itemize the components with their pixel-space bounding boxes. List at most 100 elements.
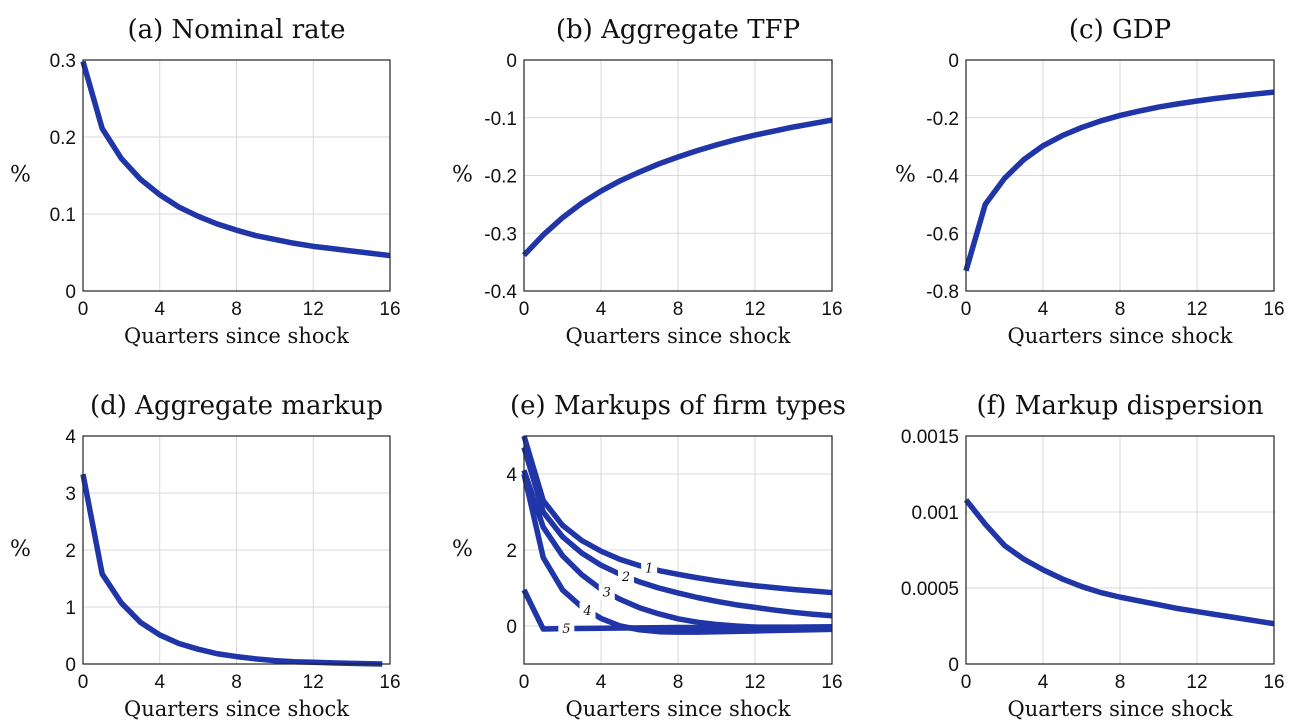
- chart-title: (c) GDP: [1069, 15, 1171, 45]
- series-label-background: [558, 620, 575, 637]
- x-tick-label: 16: [1263, 299, 1284, 320]
- x-axis-label: Quarters since shock: [566, 697, 791, 721]
- y-axis-label: %: [452, 537, 473, 562]
- series-line-5: [521, 588, 833, 632]
- series-label-background: [579, 602, 596, 619]
- x-tick-label: 4: [1038, 672, 1049, 693]
- x-tick-label: 16: [379, 299, 400, 320]
- y-tick-label: -0.1: [484, 109, 517, 130]
- x-axis-label: Quarters since shock: [1008, 324, 1233, 348]
- axes-frame: [82, 435, 391, 665]
- y-tick-label: -0.2: [484, 167, 517, 188]
- series-line: [963, 498, 1275, 627]
- y-tick-label: 0.001: [911, 503, 959, 524]
- x-tick-label: 8: [1115, 299, 1126, 320]
- x-tick-label: 12: [1186, 672, 1207, 693]
- y-tick-label: 2: [506, 541, 517, 562]
- x-tick-label: 12: [744, 299, 765, 320]
- y-axis-label: %: [895, 163, 916, 188]
- series-line-1: [521, 435, 833, 596]
- axes-frame: [523, 435, 833, 665]
- x-tick-label: 0: [519, 672, 530, 693]
- x-tick-label: 12: [1186, 299, 1207, 320]
- series-label: 5: [562, 622, 570, 637]
- series-label-background: [618, 568, 635, 585]
- y-tick-label: 0: [948, 51, 959, 72]
- x-tick-label: 16: [821, 672, 842, 693]
- panel-f: 0 4 8 12 16 0 0.0005 0.001 0.0015 (f) Markup disp…: [901, 391, 1285, 721]
- x-tick-label: 12: [303, 299, 324, 320]
- chart-title: (b) Aggregate TFP: [556, 15, 800, 45]
- axes-frame: [965, 435, 1275, 665]
- x-axis-label: Quarters since shock: [1008, 697, 1233, 721]
- y-tick-label: -0.4: [484, 282, 517, 303]
- y-axis-label: %: [452, 163, 473, 188]
- chart-title: (d) Aggregate markup: [90, 391, 383, 421]
- x-tick-label: 12: [303, 672, 324, 693]
- x-tick-label: 4: [154, 672, 165, 693]
- axes-frame: [82, 59, 391, 292]
- x-axis-label: Quarters since shock: [124, 697, 349, 721]
- x-tick-label: 0: [78, 672, 89, 693]
- y-tick-label: 1: [65, 598, 76, 619]
- series-label: 2: [621, 570, 630, 585]
- x-tick-label: 4: [596, 672, 607, 693]
- y-tick-label: 4: [65, 427, 76, 448]
- series-label: 4: [582, 604, 591, 619]
- x-axis-label: Quarters since shock: [566, 324, 791, 348]
- y-tick-label: 0: [506, 617, 517, 638]
- series-label-background: [598, 584, 615, 601]
- axes-frame: [523, 59, 833, 292]
- x-tick-label: 0: [961, 299, 972, 320]
- y-tick-label: 0.0005: [901, 579, 959, 600]
- y-tick-label: -0.2: [926, 109, 959, 130]
- x-tick-label: 8: [231, 672, 242, 693]
- series-line: [522, 117, 833, 258]
- y-tick-label: 0.0015: [901, 427, 959, 448]
- y-axis-label: %: [10, 163, 31, 188]
- x-tick-label: 8: [673, 672, 684, 693]
- y-tick-label: 2: [65, 541, 76, 562]
- x-tick-label: 16: [379, 672, 400, 693]
- y-tick-label: -0.8: [926, 282, 959, 303]
- x-tick-label: 4: [596, 299, 607, 320]
- y-tick-label: 4: [506, 465, 517, 486]
- x-tick-label: 4: [154, 299, 165, 320]
- chart-title: (f) Markup dispersion: [977, 391, 1264, 421]
- series-label: 3: [603, 586, 611, 601]
- panel-a: 0 4 8 12 16 0 0.1 0.2 0.3 (a) Nominal rate Quarter…: [10, 15, 401, 348]
- x-tick-label: 4: [1038, 299, 1049, 320]
- series-line: [963, 89, 1275, 272]
- y-tick-label: 3: [65, 484, 76, 505]
- series-label-background: [641, 560, 658, 577]
- y-tick-label: -0.6: [926, 224, 959, 245]
- panel-c: 0 4 8 12 16 -0.8 -0.6 -0.4 -0.2 0 (c) GDP Quarters …: [895, 15, 1285, 348]
- x-tick-label: 16: [1263, 672, 1284, 693]
- x-tick-label: 16: [821, 299, 842, 320]
- axes-frame: [965, 59, 1275, 292]
- y-tick-label: 0: [65, 655, 76, 676]
- y-tick-label: 0.2: [50, 128, 76, 149]
- series-line: [80, 60, 391, 259]
- series-line: [80, 473, 383, 667]
- panel-b: 0 4 8 12 16 -0.4 -0.3 -0.2 -0.1 0 (b) Aggregate TF…: [452, 15, 843, 348]
- series-line-2: [521, 446, 833, 619]
- y-tick-label: -0.3: [484, 224, 517, 245]
- series-label: 1: [645, 562, 653, 577]
- y-tick-label: 0: [65, 282, 76, 303]
- y-tick-label: 0.1: [50, 205, 76, 226]
- x-tick-label: 8: [231, 299, 242, 320]
- x-axis-label: Quarters since shock: [124, 324, 349, 348]
- x-tick-label: 8: [673, 299, 684, 320]
- y-tick-label: -0.4: [926, 167, 959, 188]
- x-tick-label: 0: [961, 672, 972, 693]
- x-tick-label: 0: [519, 299, 530, 320]
- chart-title: (e) Markups of firm types: [510, 391, 846, 421]
- chart-title: (a) Nominal rate: [127, 15, 345, 45]
- x-tick-label: 8: [1115, 672, 1126, 693]
- y-tick-label: 0: [948, 655, 959, 676]
- y-tick-label: 0.3: [50, 51, 76, 72]
